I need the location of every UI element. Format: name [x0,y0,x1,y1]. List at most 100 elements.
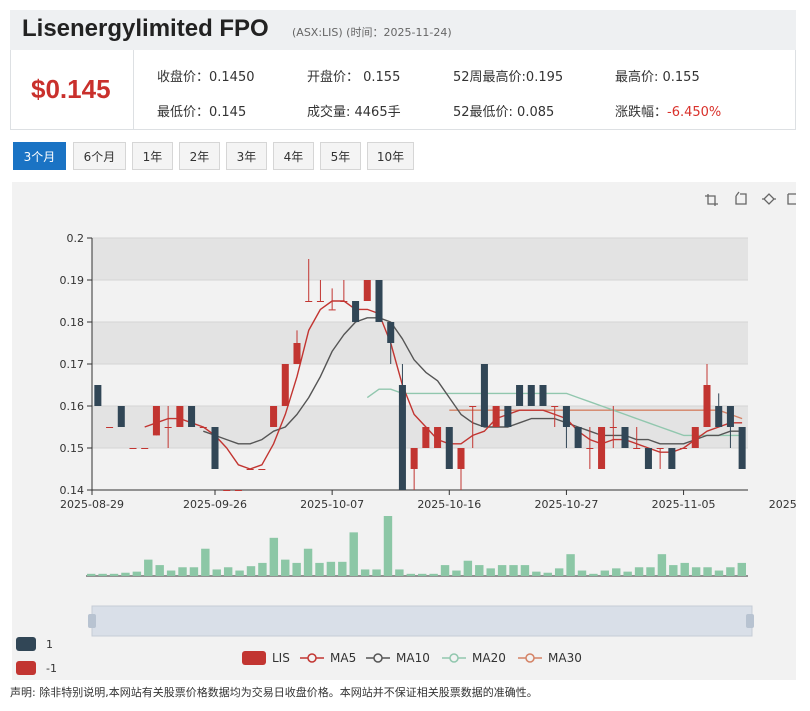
candle[interactable] [680,448,688,449]
candle-body [352,301,360,322]
visual-map-up-swatch[interactable] [16,661,36,675]
volume-bar [303,548,313,576]
save-image-icon[interactable] [787,193,796,205]
x-tick-label: 2025-11-14 [769,498,796,511]
candle[interactable] [480,364,488,427]
candle[interactable] [199,427,207,428]
candle[interactable] [375,280,383,322]
legend-item-ma5[interactable]: MA5 [300,651,356,665]
volume-bar [258,562,267,576]
kline-chart: 0.2 0.19 0.18 0.17 0.16 0.15 0.14 2025-08-29 20… [16,191,796,675]
tab-6-months[interactable]: 6个月 [73,142,126,170]
volume-bar [349,532,358,576]
candle[interactable] [527,385,535,406]
candle[interactable] [539,385,547,406]
candle[interactable] [457,448,465,490]
candle[interactable] [586,427,594,469]
volume-bar [726,567,735,576]
candle-body [703,385,711,427]
candle[interactable] [469,406,477,448]
high-price: 最高价: 0.155 [615,70,700,85]
candle[interactable] [94,385,102,406]
zoom-reset-icon[interactable] [735,191,747,205]
zoom-select-icon[interactable] [705,194,718,206]
candle[interactable] [422,427,430,448]
legend-item-ma10[interactable]: MA10 [366,651,430,665]
candle[interactable] [141,448,149,449]
candle[interactable] [363,280,371,301]
candle[interactable] [387,322,395,364]
candle[interactable] [738,427,746,469]
visual-map-down-swatch[interactable] [16,637,36,651]
legend-label: LIS [272,651,290,665]
candle[interactable] [270,406,278,427]
candle[interactable] [609,406,617,448]
tab-3-months[interactable]: 3个月 [13,142,66,170]
candle[interactable] [492,406,500,427]
candle[interactable] [726,406,734,448]
candle[interactable] [434,427,442,448]
candle-body [457,448,465,469]
candle[interactable] [410,448,418,490]
candle[interactable] [445,427,453,469]
candle[interactable] [328,288,336,311]
volume-bar [132,571,142,576]
candle[interactable] [281,364,289,406]
candle[interactable] [152,406,160,436]
candle[interactable] [621,427,629,448]
y-tick-label: 0.19 [60,274,85,287]
volume-bar [235,570,244,576]
legend-item-ma20[interactable]: MA20 [442,651,506,665]
data-zoom-track[interactable] [91,605,753,637]
restore-icon[interactable] [762,193,776,205]
candle[interactable] [106,427,114,428]
tab-10-years[interactable]: 10年 [367,142,414,170]
candle[interactable] [633,427,641,449]
volume-bar [714,570,724,576]
candle[interactable] [504,406,512,427]
candle[interactable] [644,448,652,469]
data-zoom-left-handle[interactable] [88,614,96,628]
candle[interactable] [164,406,172,448]
candle[interactable] [258,469,266,470]
tab-2-years[interactable]: 2年 [179,142,220,170]
candle[interactable] [562,406,570,448]
tab-1-year[interactable]: 1年 [132,142,173,170]
candle[interactable] [516,385,524,406]
tab-5-years[interactable]: 5年 [320,142,361,170]
candle[interactable] [715,393,723,427]
candle[interactable] [656,448,664,469]
candle[interactable] [703,364,711,427]
candle-body [106,427,114,428]
candle[interactable] [668,448,676,469]
candle[interactable] [398,364,406,490]
candle[interactable] [305,259,313,302]
candle-body [504,406,512,427]
candle-body [188,406,196,427]
volume-bar [612,568,621,576]
plot-band [92,364,748,406]
candle[interactable] [574,427,582,448]
candle[interactable] [234,490,242,491]
tab-3-years[interactable]: 3年 [226,142,267,170]
candle[interactable] [176,406,184,427]
candle[interactable] [316,280,324,302]
candle[interactable] [340,280,348,302]
candle[interactable] [129,448,137,449]
candle[interactable] [223,490,231,491]
candle[interactable] [598,427,606,469]
candle[interactable] [188,406,196,427]
data-zoom-right-handle[interactable] [746,614,754,628]
candle[interactable] [211,427,219,469]
candle[interactable] [246,469,254,470]
candle[interactable] [551,406,559,427]
candle[interactable] [293,330,301,364]
volume-bar [178,567,187,576]
legend-item-lis[interactable]: LIS [242,651,290,665]
candle[interactable] [691,427,699,448]
x-tick-label: 2025-10-27 [534,498,598,511]
candle[interactable] [352,301,360,322]
candle[interactable] [117,406,125,427]
tab-4-years[interactable]: 4年 [273,142,314,170]
legend-item-ma30[interactable]: MA30 [518,651,582,665]
